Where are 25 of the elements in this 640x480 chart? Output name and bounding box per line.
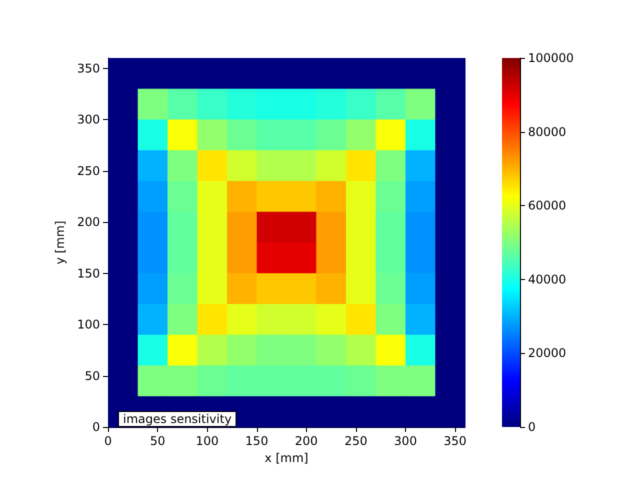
x-axis-title: x [mm]	[264, 450, 308, 465]
x-tick-label: 250	[344, 434, 368, 448]
y-tick-label: 50	[84, 368, 100, 383]
y-tick-label: 300	[77, 112, 100, 126]
y-axis-title: y [mm]	[53, 220, 68, 264]
x-tick-label: 350	[444, 434, 467, 448]
y-tick-label: 100	[77, 318, 100, 332]
x-tick-label: 50	[150, 434, 166, 448]
color-bar-label: 0	[528, 420, 536, 434]
y-tick-label: 0	[92, 420, 100, 434]
x-tick-label: 300	[394, 434, 417, 448]
color-bar-label: 20000	[528, 346, 566, 360]
color-bar-label: 60000	[528, 198, 566, 213]
y-tick-label: 350	[77, 61, 100, 76]
x-tick-label: 100	[196, 434, 219, 448]
y-tick-label: 200	[77, 215, 100, 229]
x-tick-label: 0	[104, 434, 112, 448]
color-bar-label: 100000	[528, 51, 574, 65]
y-tick-label: 250	[77, 164, 100, 178]
annotation: images sensitivity	[123, 412, 232, 426]
color-bar-label: 40000	[528, 272, 566, 286]
x-tick-label: 150	[245, 434, 268, 448]
x-tick-label: 200	[294, 434, 318, 448]
color-bar-label: 80000	[528, 124, 566, 139]
y-tick-label: 150	[77, 266, 100, 280]
